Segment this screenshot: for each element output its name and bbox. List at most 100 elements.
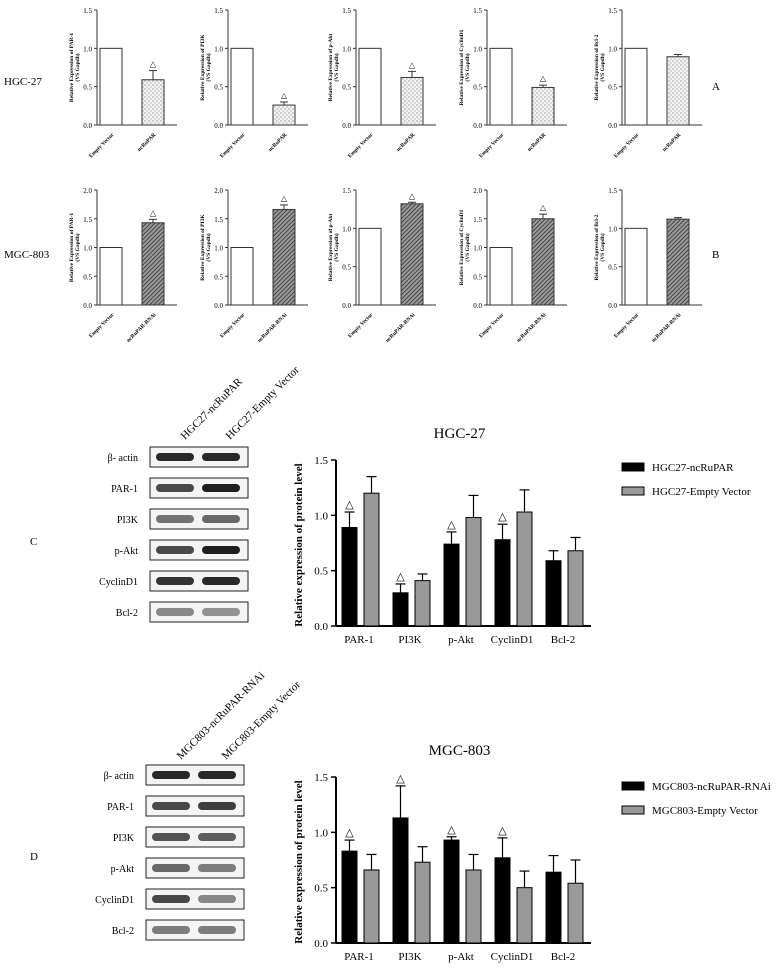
bar [230,47,254,126]
y-axis-label-unit: (VS Gapdh) [333,233,340,261]
blot-band [152,771,190,779]
y-tick-label: 1.0 [83,45,92,53]
y-tick-label: 0.0 [83,122,92,130]
category-label: ncRuPAR-RNAi [651,312,683,344]
y-tick-label: 0.0 [608,122,617,130]
bar [230,247,254,306]
y-axis-label: Relative Expression of Bcl-2 [594,34,600,100]
bar [567,550,584,627]
bar [545,560,562,627]
blot-frame [149,570,249,592]
small-chart: 0.0 0.5 1.0 1.5 2.0 Relative Expression of PI… [200,187,308,344]
category-label: Empty Vector [88,312,116,340]
bar [341,850,358,944]
y-tick-label: 0.5 [608,264,617,272]
significance-mark: △ [281,194,288,203]
legend-swatch [621,781,645,791]
y-axis-label-unit: (VS Gapdh) [205,233,212,261]
category-label: ncRuPAR-RNAi [385,312,417,344]
bar [414,580,431,627]
category-label: ncRuPAR [268,131,290,153]
bar [392,817,409,944]
y-axis-label-unit: (VS Gapdh) [333,53,340,81]
small-chart: 0.0 0.5 1.0 1.5 Relative Expression of Bcl-2… [594,187,702,344]
y-tick-label: 2.0 [214,187,223,195]
grouped-chart: MGC-803 0.0 0.5 1.0 1.5 Relative expression o… [293,743,771,963]
y-tick-label: 1.0 [314,510,328,522]
significance-mark: △ [540,74,547,83]
panel-letter: B [712,249,719,261]
chart-title: HGC-27 [434,426,486,442]
legend-swatch [621,486,645,496]
y-tick-label: 0.5 [473,273,482,281]
y-tick-label: 0.5 [608,84,617,92]
bar [443,839,460,944]
bar [516,887,533,944]
significance-mark: △ [150,60,157,69]
small-bar-charts: HGC-27 A 0.0 0.5 1.0 1.5 Relative Expression o… [4,7,720,344]
bar [358,47,382,126]
category-label: Bcl-2 [551,951,575,963]
y-axis-label: Relative expression of protein level [293,463,305,626]
bar [516,511,533,627]
y-tick-label: 0.5 [314,883,328,895]
bar [99,47,123,126]
y-tick-label: 1.5 [214,216,223,224]
blot-band [202,546,240,554]
category-label: ncRuPAR-RNAi [516,312,548,344]
y-axis-label: Relative expression of protein level [293,780,305,943]
category-label: PAR-1 [344,951,374,963]
category-label: Bcl-2 [551,634,575,646]
y-tick-label: 0.5 [214,273,223,281]
y-tick-label: 0.0 [314,621,328,633]
category-label: ncRuPAR [527,131,549,153]
blot-band [198,926,236,934]
chart-title: MGC-803 [429,743,491,759]
blot-band [156,453,194,461]
bar [531,218,555,306]
y-tick-label: 0.0 [473,122,482,130]
category-label: Empty Vector [347,312,375,340]
blot-frame [149,508,249,530]
bar [141,222,165,306]
blot-band [156,484,194,492]
blot-row-label: Bcl-2 [116,608,138,619]
y-axis-label-unit: (VS Gapdh) [464,53,471,81]
y-tick-label: 0.0 [83,302,92,310]
category-label: PAR-1 [344,634,374,646]
blot-row-label: CyclinD1 [95,895,134,906]
bar [545,871,562,944]
blot-band [156,546,194,554]
y-tick-label: 1.0 [214,45,223,53]
y-axis-label: Relative Expression of PI3K [200,34,206,101]
bar [489,47,513,126]
category-label: Empty Vector [219,312,247,340]
blot-band [156,577,194,585]
y-axis-label-unit: (VS Gapdh) [599,233,606,261]
lane-label: MGC803-Empty Vector [220,679,304,763]
significance-mark: △ [498,825,507,837]
category-label: Empty Vector [478,312,506,340]
small-chart: 0.0 0.5 1.0 1.5 Relative Expression of p-Akt… [328,7,436,159]
blot-row-label: p-Akt [115,546,139,557]
significance-mark: △ [281,91,288,100]
y-tick-label: 1.0 [83,245,92,253]
y-axis-label: Relative Expression of PAR-1 [69,33,75,103]
blot-band [152,802,190,810]
y-tick-label: 2.0 [473,187,482,195]
bar [414,861,431,944]
legend-swatch [621,805,645,815]
blot-band [198,895,236,903]
category-label: Empty Vector [219,132,247,160]
bar [400,203,424,306]
legend-swatch [621,462,645,472]
significance-mark: △ [447,519,456,531]
blot-band [152,864,190,872]
bar [400,76,424,126]
y-tick-label: 0.0 [473,302,482,310]
category-label: p-Akt [448,634,474,646]
bar [567,882,584,944]
significance-mark: △ [150,208,157,217]
significance-mark: △ [396,571,405,583]
y-tick-label: 1.5 [473,7,482,15]
